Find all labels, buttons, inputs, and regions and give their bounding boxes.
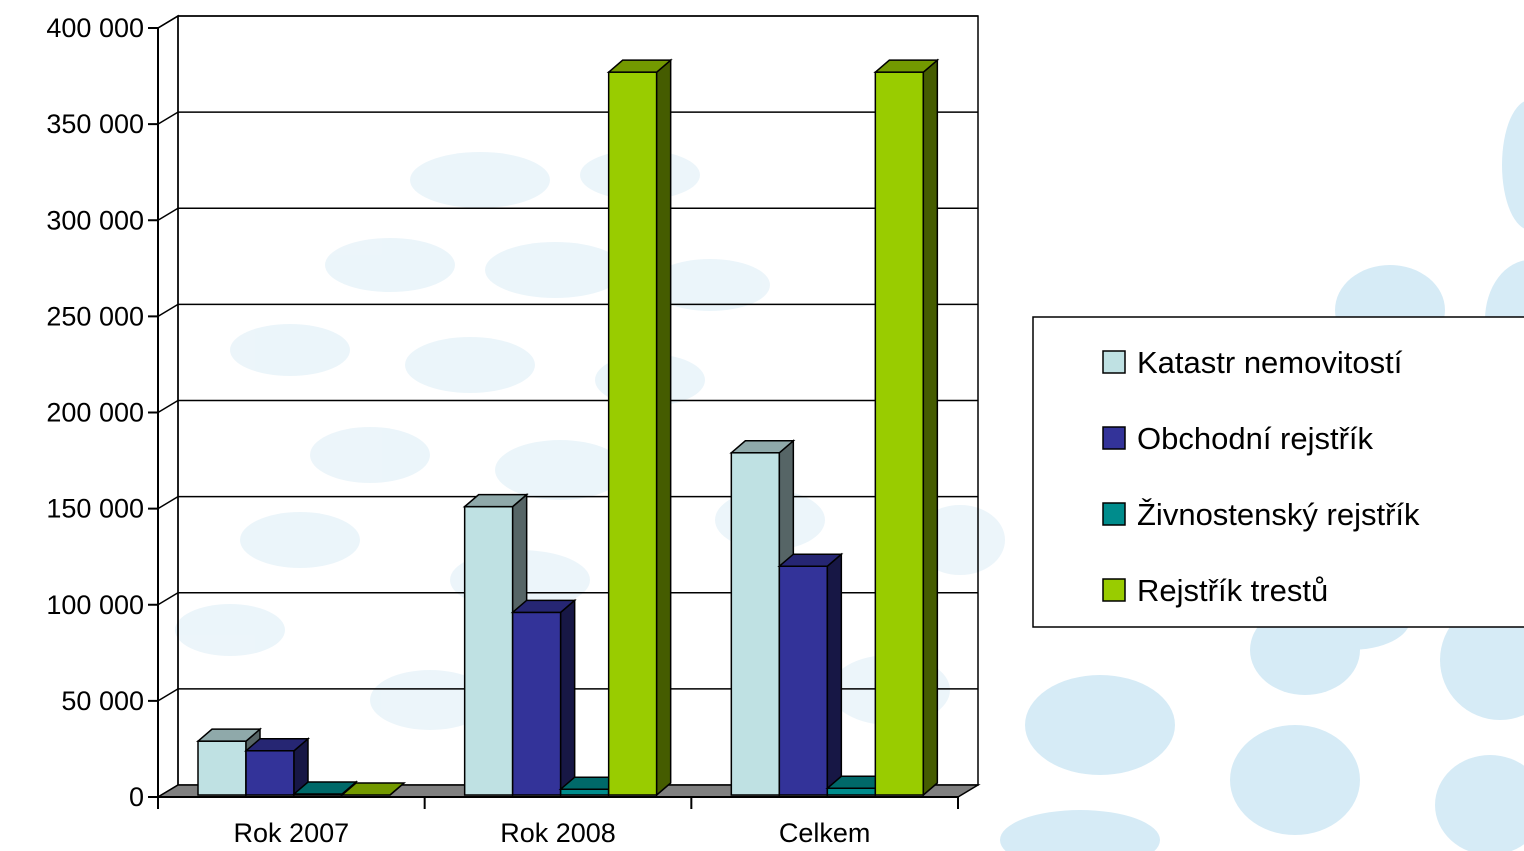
bar-side	[655, 58, 672, 797]
bar-top	[777, 553, 844, 567]
bar-top	[339, 782, 407, 796]
y-tick-label: 300 000	[46, 205, 144, 235]
gridlines	[157, 15, 978, 702]
bar-top	[291, 781, 359, 795]
legend-label: Obchodní rejstřík	[1137, 421, 1374, 456]
x-tick-label: Rok 2007	[234, 818, 350, 848]
bar-top	[873, 59, 940, 73]
y-tick-label: 400 000	[46, 13, 144, 43]
bar-front	[607, 71, 658, 796]
legend-label: Živnostenský rejstřík	[1137, 497, 1420, 532]
bar-front	[511, 611, 562, 796]
x-tick-label: Celkem	[779, 818, 871, 848]
legend-swatch	[1102, 578, 1126, 602]
bar-top	[462, 493, 529, 508]
bar	[339, 782, 407, 796]
y-tick-label: 350 000	[46, 109, 144, 139]
y-tick-label: 0	[129, 782, 144, 812]
bar-top	[510, 599, 577, 614]
bar-side	[922, 58, 939, 797]
gridline-side	[157, 688, 179, 702]
bar-front	[559, 788, 610, 796]
bar-front	[778, 565, 829, 796]
y-tick-label: 250 000	[46, 301, 144, 331]
bar-front	[197, 740, 247, 796]
gridline-side	[157, 592, 179, 606]
y-tick-label: 200 000	[46, 398, 144, 428]
bar	[291, 780, 359, 797]
bar	[873, 58, 940, 797]
legend-swatch	[1102, 426, 1126, 450]
x-axis-tick-labels: Rok 2007 Rok 2008 Celkem	[234, 818, 871, 848]
y-axis-tick-labels: 0 50 000 100 000 150 000 200 000 250 000 300 0…	[46, 13, 144, 812]
y-tick-label: 150 000	[46, 494, 144, 524]
gridline-side	[157, 303, 179, 318]
bar-front	[826, 787, 877, 796]
bars	[195, 58, 940, 797]
legend: Katastr nemovitostí Obchodní rejstřík Živn…	[1032, 316, 1524, 628]
y-tick-label: 100 000	[46, 590, 144, 620]
gridline-side	[157, 399, 179, 414]
bar-top	[606, 59, 673, 73]
y-tick-label: 50 000	[61, 686, 144, 716]
bar-top	[195, 728, 263, 742]
legend-swatch	[1102, 502, 1126, 526]
bar	[777, 552, 844, 797]
gridline-side	[157, 15, 179, 29]
legend-swatch	[1102, 350, 1126, 374]
legend-label: Katastr nemovitostí	[1137, 345, 1403, 380]
bar-front	[463, 505, 514, 796]
bar-side	[826, 552, 843, 797]
axes	[148, 27, 959, 809]
legend-label: Rejstřík trestů	[1137, 573, 1328, 608]
bar	[606, 58, 673, 797]
bar-side	[559, 598, 576, 797]
bar	[510, 598, 577, 797]
bar-top	[729, 440, 796, 454]
bar	[243, 737, 311, 797]
bar-front	[874, 71, 925, 796]
gridline-side	[157, 207, 179, 221]
x-tick-label: Rok 2008	[500, 818, 616, 848]
bar-front	[245, 750, 295, 796]
gridline-side	[157, 495, 179, 510]
gridline-side	[157, 111, 179, 125]
bar-top	[243, 738, 311, 752]
bar-front	[730, 452, 781, 796]
